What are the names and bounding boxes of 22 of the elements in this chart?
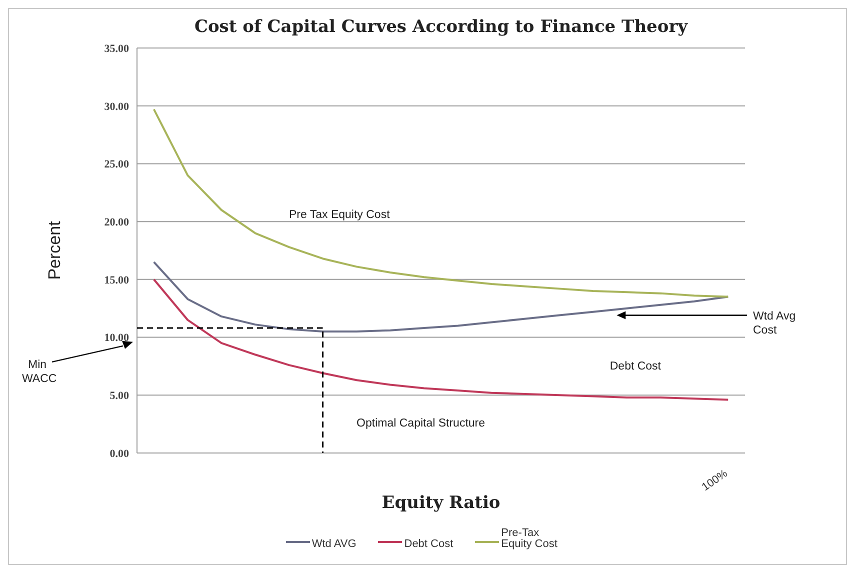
text: Wtd Avg Cost <box>753 310 796 336</box>
y-tick-label: 0.00 <box>110 448 130 460</box>
y-axis-title: Percent <box>45 220 64 280</box>
y-tick-label: 10.00 <box>104 332 130 344</box>
line-series <box>152 108 730 298</box>
y-tick-label: 35.00 <box>104 42 130 55</box>
legend-label: Debt Cost <box>404 538 454 550</box>
legend-label: Pre-Tax Equity Cost <box>501 527 558 550</box>
y-tick-label: 15.00 <box>104 274 130 286</box>
line-series <box>152 278 730 401</box>
legend-label: Wtd AVG <box>312 538 356 550</box>
text: Min WACC <box>22 358 57 385</box>
chart-title: Cost of Capital Curves According to Finance Theory <box>194 17 689 37</box>
y-tick-label: 25.00 <box>104 158 130 171</box>
annotation: Optimal Capital Structure <box>356 417 486 430</box>
annotation: Pre Tax Equity Cost <box>289 209 391 222</box>
y-tick-label: 20.00 <box>104 216 130 228</box>
x-axis-title: Equity Ratio <box>382 493 500 513</box>
y-tick-label: 5.00 <box>110 390 130 402</box>
y-tick-label: 30.00 <box>104 100 130 113</box>
line-series <box>152 261 730 332</box>
annotation: Debt Cost <box>610 360 662 373</box>
